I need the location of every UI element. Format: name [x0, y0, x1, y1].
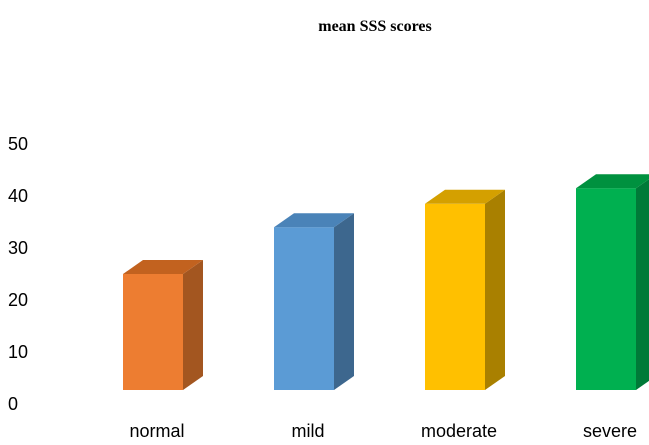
bar-side-face: [485, 189, 505, 390]
y-tick-label: 30: [8, 238, 28, 258]
bar-normal: [123, 260, 203, 390]
bar-moderate: [425, 189, 505, 390]
y-tick-label: 10: [8, 342, 28, 362]
bar-top-face: [274, 213, 354, 228]
bar-side-face: [636, 179, 649, 390]
y-tick-label: 50: [8, 134, 28, 154]
bar-side-face: [183, 260, 203, 390]
bar-severe: [576, 174, 649, 390]
bar-front-face: [274, 227, 334, 390]
x-category-label: mild: [291, 421, 324, 441]
bar-front-face: [123, 274, 183, 390]
y-tick-label: 20: [8, 290, 28, 310]
bar-top-face: [425, 189, 505, 204]
bar-front-face: [425, 203, 485, 390]
y-tick-label: 40: [8, 186, 28, 206]
chart-title: mean SSS scores: [318, 18, 432, 35]
bar-side-face: [334, 213, 354, 390]
bar-top-face: [123, 260, 203, 274]
x-category-label: moderate: [421, 421, 497, 441]
x-category-label: normal: [129, 421, 184, 441]
y-tick-label: 0: [8, 394, 18, 414]
bar-front-face: [576, 188, 636, 390]
bar-mild: [274, 213, 354, 390]
bar-top-face: [576, 174, 649, 189]
x-category-label: severe: [583, 421, 637, 441]
